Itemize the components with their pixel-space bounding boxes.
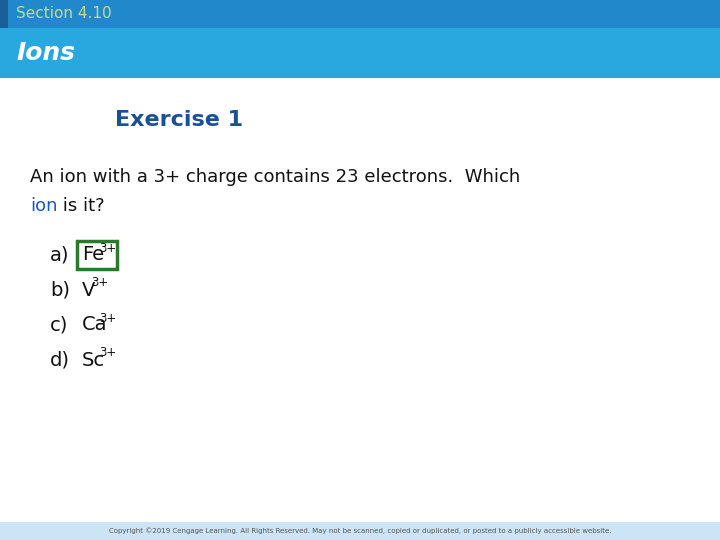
Text: is it?: is it? — [57, 197, 104, 215]
Text: 3+: 3+ — [91, 276, 108, 289]
Text: 3+: 3+ — [99, 312, 117, 325]
Text: b): b) — [50, 280, 70, 300]
Bar — [0, 0, 720, 28]
Bar — [0, 0, 8, 28]
Text: An ion with a 3+ charge contains 23 electrons.  Which: An ion with a 3+ charge contains 23 elec… — [30, 168, 521, 186]
Text: V: V — [82, 280, 95, 300]
Text: Ca: Ca — [82, 315, 107, 334]
Text: Fe: Fe — [82, 246, 104, 265]
Text: Ions: Ions — [16, 41, 75, 65]
Text: 3+: 3+ — [99, 241, 117, 254]
Text: ion: ion — [30, 197, 58, 215]
Text: d): d) — [50, 350, 70, 369]
Text: c): c) — [50, 315, 68, 334]
Text: Sc: Sc — [82, 350, 105, 369]
Bar — [77, 241, 117, 269]
Bar — [0, 522, 720, 540]
Text: Section 4.10: Section 4.10 — [16, 6, 112, 22]
Text: Copyright ©2019 Cengage Learning. All Rights Reserved. May not be scanned, copie: Copyright ©2019 Cengage Learning. All Ri… — [109, 528, 611, 535]
Text: Exercise 1: Exercise 1 — [115, 110, 243, 130]
Bar — [0, 28, 720, 78]
Text: a): a) — [50, 246, 70, 265]
Text: 3+: 3+ — [99, 347, 117, 360]
